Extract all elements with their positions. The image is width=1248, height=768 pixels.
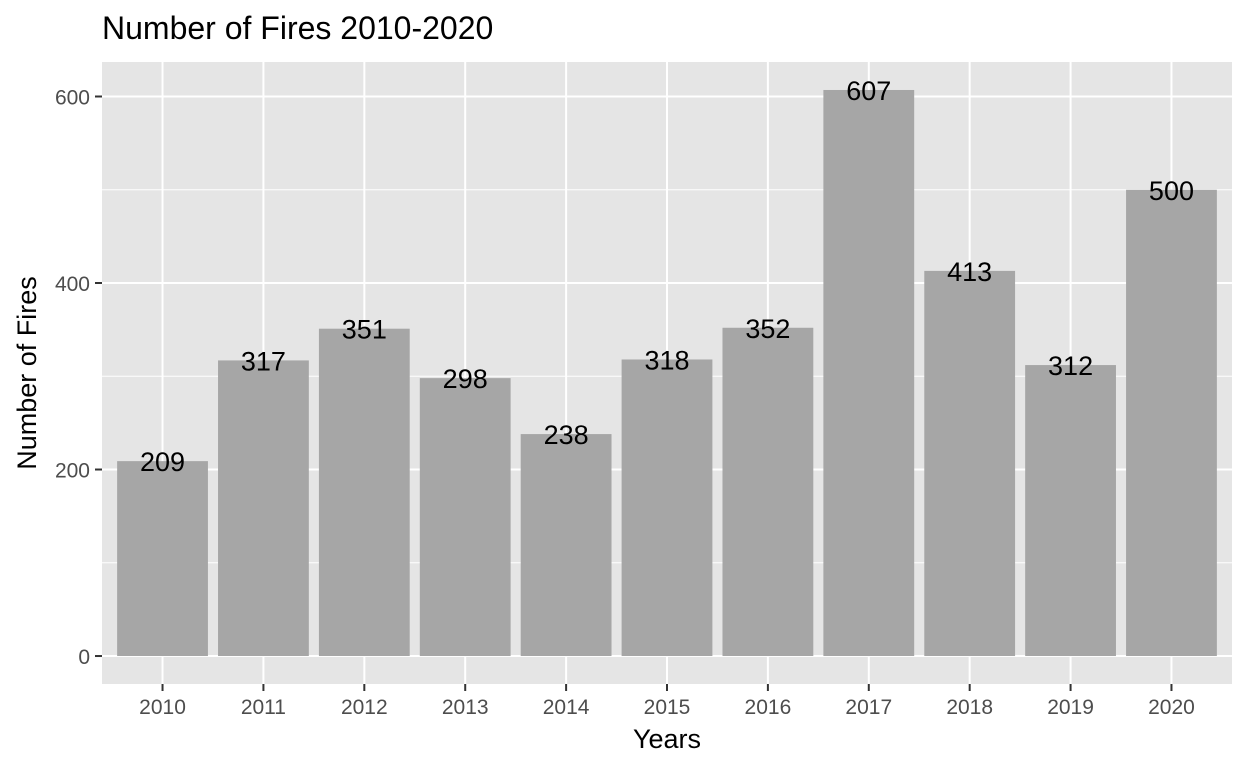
- bar-2013: [419, 378, 511, 657]
- bar-2017: [823, 89, 915, 657]
- x-tick-label: 2014: [543, 696, 590, 719]
- data-label-2014: 238: [544, 420, 589, 450]
- bar-2018: [924, 270, 1016, 657]
- x-tick-label: 2013: [442, 696, 489, 719]
- y-axis: 0 200 400 600: [55, 87, 102, 669]
- data-label-2015: 318: [644, 345, 689, 375]
- bar-2015: [621, 359, 713, 657]
- y-tick-label: 600: [55, 87, 90, 110]
- bar-2016: [722, 327, 814, 657]
- bar-2014: [520, 434, 612, 657]
- x-tick-label: 2010: [139, 696, 186, 719]
- bar-2011: [218, 360, 309, 657]
- x-tick-label: 2019: [1047, 696, 1094, 719]
- data-label-2013: 298: [443, 364, 488, 394]
- x-axis-title: Years: [633, 724, 701, 754]
- bar-2019: [1025, 365, 1116, 657]
- bars: [117, 89, 1217, 657]
- x-tick-label: 2020: [1148, 696, 1195, 719]
- y-tick-label: 200: [55, 460, 90, 483]
- data-label-2017: 607: [846, 76, 891, 106]
- data-label-2010: 209: [140, 447, 185, 477]
- data-label-2016: 352: [745, 314, 790, 344]
- x-tick-label: 2017: [845, 696, 892, 719]
- data-label-2020: 500: [1149, 176, 1194, 206]
- bar-2010: [117, 461, 208, 657]
- data-label-2018: 413: [947, 257, 992, 287]
- x-tick-label: 2012: [341, 696, 388, 719]
- bar-2012: [318, 328, 410, 657]
- data-label-2012: 351: [342, 315, 387, 345]
- y-axis-title: Number of Fires: [12, 276, 42, 470]
- y-tick-label: 400: [55, 273, 90, 296]
- data-label-2011: 317: [241, 346, 286, 376]
- y-tick-label: 0: [78, 646, 90, 669]
- data-label-2019: 312: [1048, 351, 1093, 381]
- data-labels: 209 317 351 298 238 318 352 607 413 312 500: [140, 76, 1194, 477]
- x-tick-label: 2018: [946, 696, 993, 719]
- x-tick-label: 2016: [745, 696, 792, 719]
- x-tick-label: 2011: [241, 696, 286, 719]
- chart-title: Number of Fires 2010-2020: [102, 10, 493, 46]
- x-tick-label: 2015: [644, 696, 691, 719]
- bar-2020: [1126, 189, 1217, 657]
- x-axis: 2010 2011 2012 2013 2014 2015 2016 2017 2018 2019…: [139, 684, 1195, 719]
